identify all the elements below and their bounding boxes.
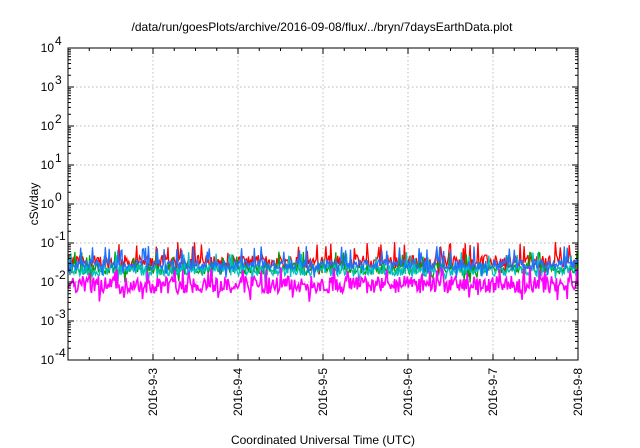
y-tick-label: 10: [41, 80, 55, 94]
chart-title: /data/run/goesPlots/archive/2016-09-08/f…: [132, 20, 514, 34]
y-tick-exponent: -2: [55, 268, 66, 282]
y-tick-label: 10: [41, 236, 55, 250]
series-line: [67, 267, 579, 302]
x-tick-label: 2016-9-3: [146, 368, 160, 416]
y-tick-label: 10: [41, 158, 55, 172]
x-tick-label: 2016-9-8: [571, 368, 585, 416]
y-tick-exponent: 0: [55, 190, 62, 204]
x-tick-label: 2016-9-4: [231, 368, 245, 416]
y-tick-exponent: 3: [55, 73, 62, 87]
y-tick-exponent: 1: [55, 151, 62, 165]
y-tick-label: 10: [41, 119, 55, 133]
y-tick-exponent: -4: [55, 346, 66, 360]
y-tick-exponent: -3: [55, 307, 66, 321]
grid: [68, 48, 578, 360]
series-layer: [67, 242, 579, 302]
y-tick-label: 10: [41, 197, 55, 211]
y-tick-label: 10: [41, 353, 55, 367]
x-tick-label: 2016-9-7: [486, 368, 500, 416]
y-tick-label: 10: [41, 314, 55, 328]
x-axis: 2016-9-3 2016-9-4 2016-9-5 2016-9-6 2016-9-7…: [67, 48, 585, 416]
x-tick-label: 2016-9-6: [401, 368, 415, 416]
x-tick-label: 2016-9-5: [316, 368, 330, 416]
y-tick-label: 10: [41, 41, 55, 55]
x-axis-label: Coordinated Universal Time (UTC): [231, 433, 415, 447]
y-tick-label: 10: [41, 275, 55, 289]
y-tick-exponent: 4: [55, 34, 62, 48]
y-tick-exponent: 2: [55, 112, 62, 126]
y-tick-exponent: -1: [55, 229, 66, 243]
y-axis-label: cSv/day: [27, 183, 41, 226]
series-line: [67, 245, 579, 278]
